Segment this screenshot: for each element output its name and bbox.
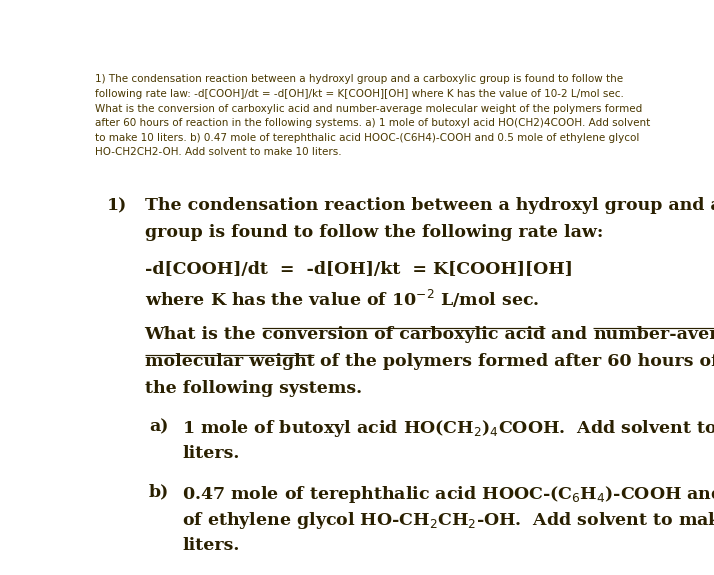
- Text: after 60 hours of reaction in the following systems. a) 1 mole of butoxyl acid H: after 60 hours of reaction in the follow…: [95, 118, 650, 128]
- Text: a): a): [149, 419, 169, 435]
- Text: 1) The condensation reaction between a hydroxyl group and a carboxylic group is : 1) The condensation reaction between a h…: [95, 74, 623, 85]
- Text: to make 10 liters. b) 0.47 mole of terephthalic acid HOOC-(C6H4)-COOH and 0.5 mo: to make 10 liters. b) 0.47 mole of terep…: [95, 133, 639, 143]
- Text: What is the conversion of carboxylic acid and number-average molecular weight of: What is the conversion of carboxylic aci…: [95, 104, 642, 113]
- Text: of ethylene glycol HO-CH$_2$CH$_2$-OH.  Add solvent to make 10: of ethylene glycol HO-CH$_2$CH$_2$-OH. A…: [182, 510, 714, 531]
- Text: The condensation reaction between a hydroxyl group and a carboxylic: The condensation reaction between a hydr…: [144, 197, 714, 214]
- Text: 1 mole of butoxyl acid HO(CH$_2$)$_4$COOH.  Add solvent to make 10: 1 mole of butoxyl acid HO(CH$_2$)$_4$COO…: [182, 419, 714, 439]
- Text: What is the: What is the: [144, 327, 262, 343]
- Text: 1): 1): [107, 197, 127, 214]
- Text: HO-CH2CH2-OH. Add solvent to make 10 liters.: HO-CH2CH2-OH. Add solvent to make 10 lit…: [95, 147, 341, 158]
- Text: where K has the value of 10$^{-2}$ L/mol sec.: where K has the value of 10$^{-2}$ L/mol…: [144, 288, 539, 310]
- Text: 0.47 mole of terephthalic acid HOOC-(C$_6$H$_4$)-COOH and 0.5 mole: 0.47 mole of terephthalic acid HOOC-(C$_…: [182, 484, 714, 505]
- Text: following rate law: -d[COOH]/dt = -d[OH]/kt = K[COOH][OH] where K has the value : following rate law: -d[COOH]/dt = -d[OH]…: [95, 89, 623, 99]
- Text: group is found to follow the following rate law:: group is found to follow the following r…: [144, 224, 603, 241]
- Text: liters.: liters.: [182, 537, 240, 554]
- Text: of the polymers formed after 60 hours of reaction in: of the polymers formed after 60 hours of…: [314, 353, 714, 370]
- Text: number-average: number-average: [593, 327, 714, 343]
- Text: the following systems.: the following systems.: [144, 380, 362, 397]
- Text: b): b): [149, 484, 169, 501]
- Text: liters.: liters.: [182, 445, 240, 462]
- Text: conversion of carboxylic acid: conversion of carboxylic acid: [262, 327, 545, 343]
- Text: molecular weight: molecular weight: [144, 353, 314, 370]
- Text: and: and: [545, 327, 593, 343]
- Text: -d[COOH]/dt  =  -d[OH]/kt  = K[COOH][OH]: -d[COOH]/dt = -d[OH]/kt = K[COOH][OH]: [144, 261, 573, 278]
